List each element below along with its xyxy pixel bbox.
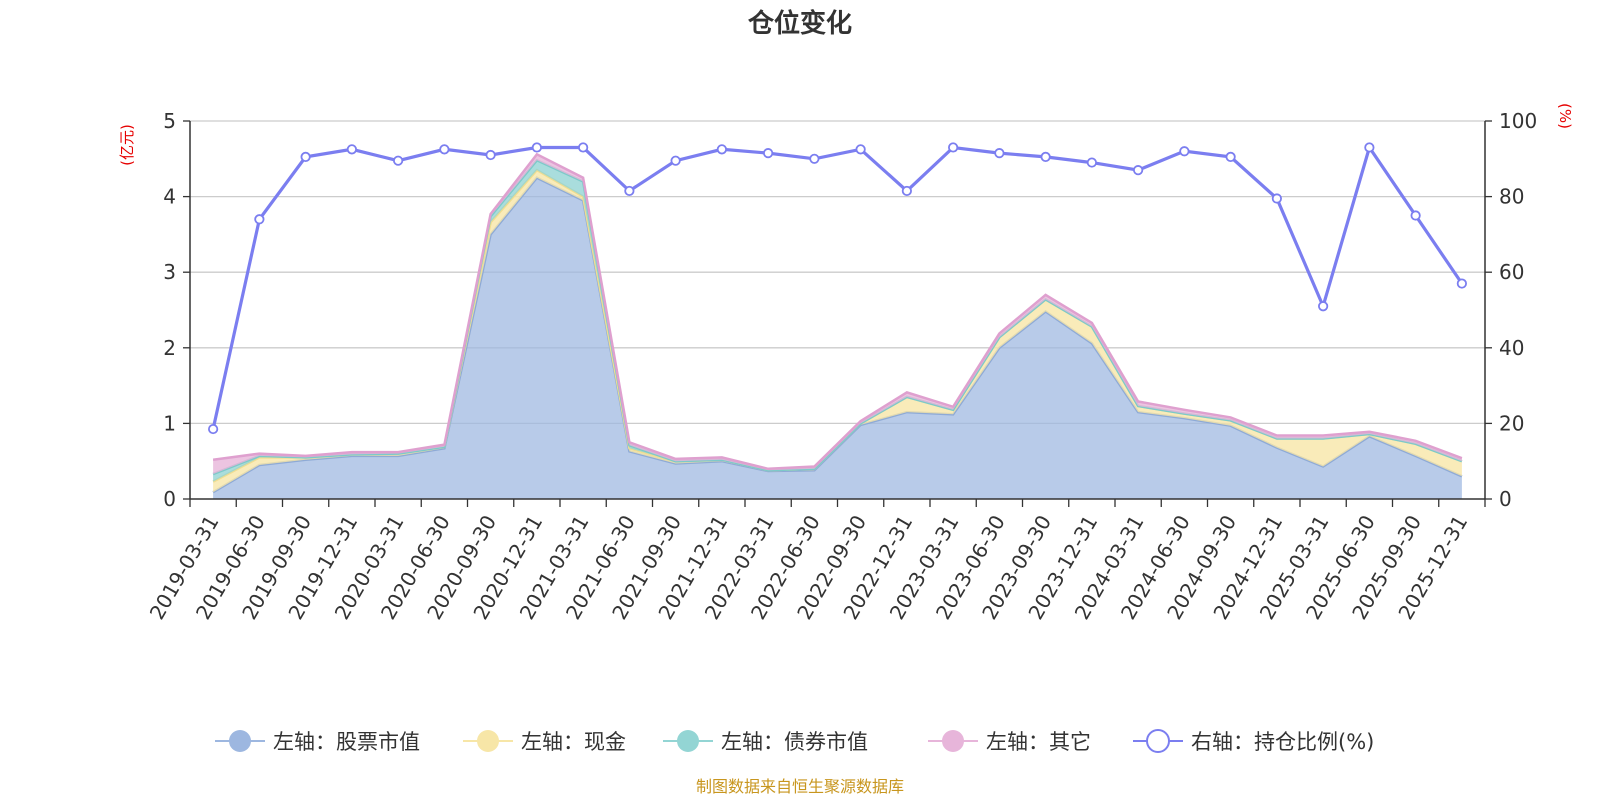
legend-marker (677, 730, 699, 752)
area-series-2 (213, 170, 1462, 493)
ratio-point (1086, 157, 1097, 168)
ratio-point (1040, 151, 1051, 163)
ratio-point (208, 423, 219, 435)
ratio-point (1318, 301, 1329, 312)
source-note: 制图数据来自恒生聚源数据库 (696, 777, 904, 796)
right-tick-label: 80 (1499, 185, 1524, 209)
right-tick-label: 20 (1499, 411, 1524, 435)
ratio-point (1410, 210, 1421, 221)
ratio-point (300, 151, 311, 163)
right-axis-unit: (%) (1556, 103, 1574, 129)
ratio-point (1225, 151, 1236, 163)
axes: 0123450204060801002019-03-312019-06-3020… (145, 109, 1538, 624)
right-tick-label: 100 (1499, 109, 1537, 133)
ratio-point (948, 142, 959, 153)
legend-item: 右轴：持仓比例(%) (1133, 729, 1374, 754)
ratio-point (624, 185, 635, 197)
legend: 左轴：股票市值 左轴：现金 左轴：债券市值 左轴：其它 右轴：持仓比例(%) (215, 729, 1374, 754)
ratio-point (531, 142, 542, 153)
left-tick-label: 2 (163, 336, 176, 360)
ratio-point (901, 185, 912, 197)
ratio-point (1133, 165, 1144, 176)
ratio-point (439, 144, 450, 155)
ratio-point (809, 153, 820, 164)
legend-item: 左轴：股票市值 (215, 730, 420, 754)
area-series-1 (213, 177, 1462, 499)
ratio-point (1271, 193, 1282, 204)
left-tick-label: 0 (163, 487, 176, 511)
position-ratio-series (208, 142, 1467, 435)
left-axis-unit: (亿元) (118, 124, 136, 166)
left-tick-label: 3 (163, 260, 176, 284)
left-tick-label: 1 (163, 411, 176, 435)
area-edge-3 (212, 158, 1463, 476)
legend-marker (477, 730, 499, 752)
legend-item: 左轴：债券市值 (663, 730, 868, 754)
ratio-point (716, 144, 727, 155)
legend-label: 左轴：债券市值 (721, 730, 868, 754)
legend-item: 左轴：其它 (928, 730, 1091, 754)
ratio-point (1179, 146, 1190, 157)
ratio-line (211, 143, 1464, 430)
ratio-point (578, 142, 589, 153)
ratio-point (994, 148, 1005, 159)
ratio-point (254, 214, 265, 225)
legend-label: 左轴：现金 (521, 730, 626, 754)
legend-label: 左轴：其它 (986, 730, 1091, 754)
right-tick-label: 60 (1499, 260, 1524, 284)
left-tick-label: 5 (163, 109, 176, 133)
left-tick-label: 4 (163, 185, 176, 209)
stacked-areas (212, 152, 1463, 499)
ratio-point (1456, 278, 1467, 289)
ratio-point (485, 149, 496, 161)
ratio-point (763, 148, 774, 159)
legend-label: 右轴：持仓比例(%) (1191, 730, 1374, 754)
chart-title: 仓位变化 (747, 8, 852, 39)
legend-marker (1146, 729, 1170, 753)
grid-lines (190, 120, 1485, 425)
right-tick-label: 0 (1499, 487, 1512, 511)
ratio-point (1364, 142, 1375, 153)
ratio-point (855, 144, 866, 155)
area-edge-4 (212, 152, 1463, 471)
legend-item: 左轴：现金 (463, 730, 626, 754)
legend-marker (229, 730, 251, 752)
ratio-point (670, 155, 681, 166)
ratio-point (393, 155, 404, 166)
ratio-point (346, 144, 357, 155)
right-tick-label: 40 (1499, 336, 1524, 360)
legend-label: 左轴：股票市值 (273, 730, 420, 754)
legend-marker (942, 730, 964, 752)
